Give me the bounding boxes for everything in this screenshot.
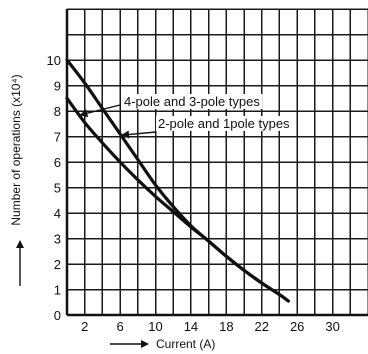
- y-tick-label: 5: [54, 181, 61, 196]
- series-label-4pole-3pole: 4-pole and 3-pole types: [124, 94, 260, 109]
- series-label-2pole-1pole: 2-pole and 1pole types: [158, 116, 290, 131]
- series-label-2pole-1pole-background: [156, 116, 293, 131]
- y-tick-label: 7: [54, 130, 61, 145]
- x-axis-title: Current (A): [110, 337, 215, 351]
- y-tick-label: 10: [47, 53, 61, 68]
- x-axis-label: Current (A): [156, 337, 215, 351]
- series-2pole-1pole-curve: [65, 96, 290, 303]
- x-tick-label: 2: [81, 319, 88, 334]
- y-tick-label: 8: [54, 104, 61, 119]
- y-tick-label: 3: [54, 232, 61, 247]
- x-tick-label: 6: [117, 319, 124, 334]
- y-tick-label: 9: [54, 79, 61, 94]
- series-label-4pole-3pole-arrowhead: [121, 130, 130, 139]
- y-tick-label: 4: [54, 206, 61, 221]
- series-label-2pole-1pole-arrowhead: [79, 109, 89, 118]
- x-tick-label: 14: [184, 319, 198, 334]
- x-tick-label: 30: [325, 319, 339, 334]
- grid: [66, 8, 368, 316]
- x-axis-arrow-head: [141, 340, 149, 348]
- x-tick-label: 10: [148, 319, 162, 334]
- y-axis-arrow-head: [16, 240, 24, 248]
- series-lines: [65, 58, 290, 303]
- x-tick-label: 22: [255, 319, 269, 334]
- y-tick-label: 6: [54, 155, 61, 170]
- y-axis-label: Number of operations (x10⁴): [9, 74, 23, 225]
- y-tick-label: 1: [54, 283, 61, 298]
- y-tick-label: 2: [54, 257, 61, 272]
- x-tick-label: 18: [219, 319, 233, 334]
- y-axis-title: Number of operations (x10⁴): [9, 74, 24, 286]
- x-tick-label: 26: [290, 319, 304, 334]
- series-label-4pole-3pole-background: [122, 94, 263, 109]
- y-tick-label: 0: [54, 308, 61, 323]
- series-annotations: 4-pole and 3-pole types 2-pole and 1pole …: [79, 94, 293, 139]
